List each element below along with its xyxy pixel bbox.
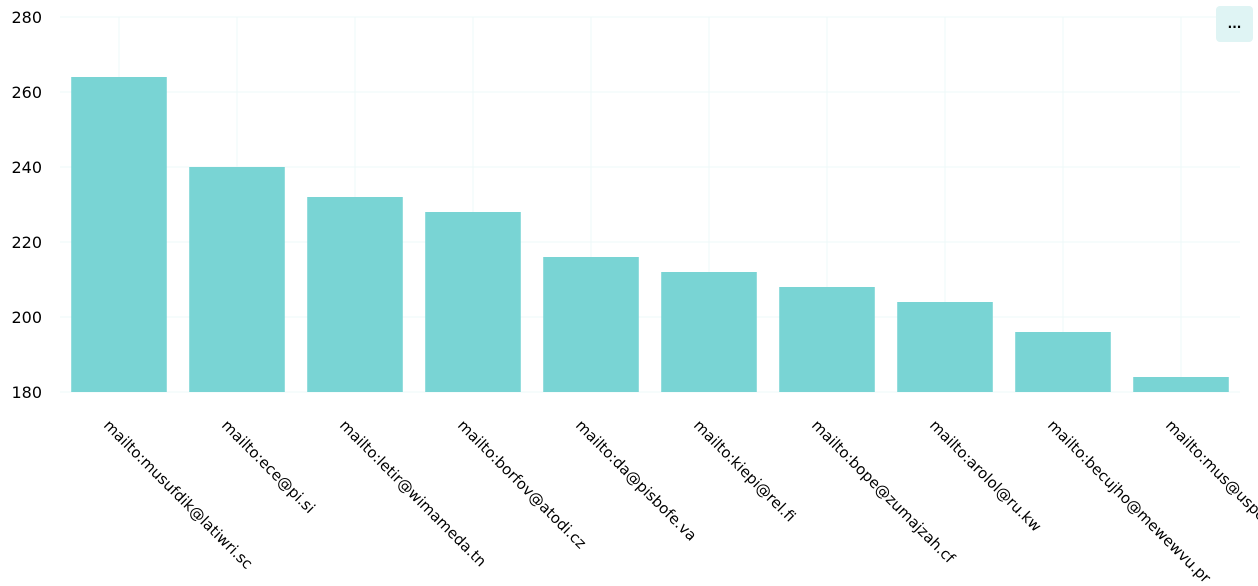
bar[interactable] bbox=[307, 197, 403, 392]
chart-menu-button[interactable]: ... bbox=[1216, 6, 1253, 42]
y-tick-label: 200 bbox=[11, 308, 42, 327]
y-tick-label: 280 bbox=[11, 8, 42, 27]
bar[interactable] bbox=[1133, 377, 1229, 392]
y-tick-label: 220 bbox=[11, 233, 42, 252]
x-tick-label: mailto:mus@uspe bbox=[1162, 416, 1258, 524]
bar[interactable] bbox=[1015, 332, 1111, 392]
bar[interactable] bbox=[897, 302, 993, 392]
x-axis-ticks: mailto:musufdik@latiwri.scmailto:ece@pi.… bbox=[100, 416, 1258, 586]
x-tick-label: mailto:borfov@atodi.cz bbox=[454, 416, 590, 552]
bar[interactable] bbox=[543, 257, 639, 392]
y-axis-ticks: 180 200 220 240 260 280 bbox=[11, 8, 42, 402]
y-tick-label: 180 bbox=[11, 383, 42, 402]
bar[interactable] bbox=[189, 167, 285, 392]
bars bbox=[71, 77, 1229, 392]
y-tick-label: 240 bbox=[11, 158, 42, 177]
x-tick-label: mailto:arolol@ru.kw bbox=[926, 416, 1045, 535]
bar[interactable] bbox=[661, 272, 757, 392]
bar[interactable] bbox=[425, 212, 521, 392]
bar[interactable] bbox=[71, 77, 167, 392]
x-tick-label: mailto:ece@pi.si bbox=[218, 416, 319, 517]
y-tick-label: 260 bbox=[11, 83, 42, 102]
x-tick-label: mailto:da@pisbofe.va bbox=[572, 416, 700, 544]
bar[interactable] bbox=[779, 287, 875, 392]
x-tick-label: mailto:kiepi@rel.fi bbox=[690, 416, 799, 525]
